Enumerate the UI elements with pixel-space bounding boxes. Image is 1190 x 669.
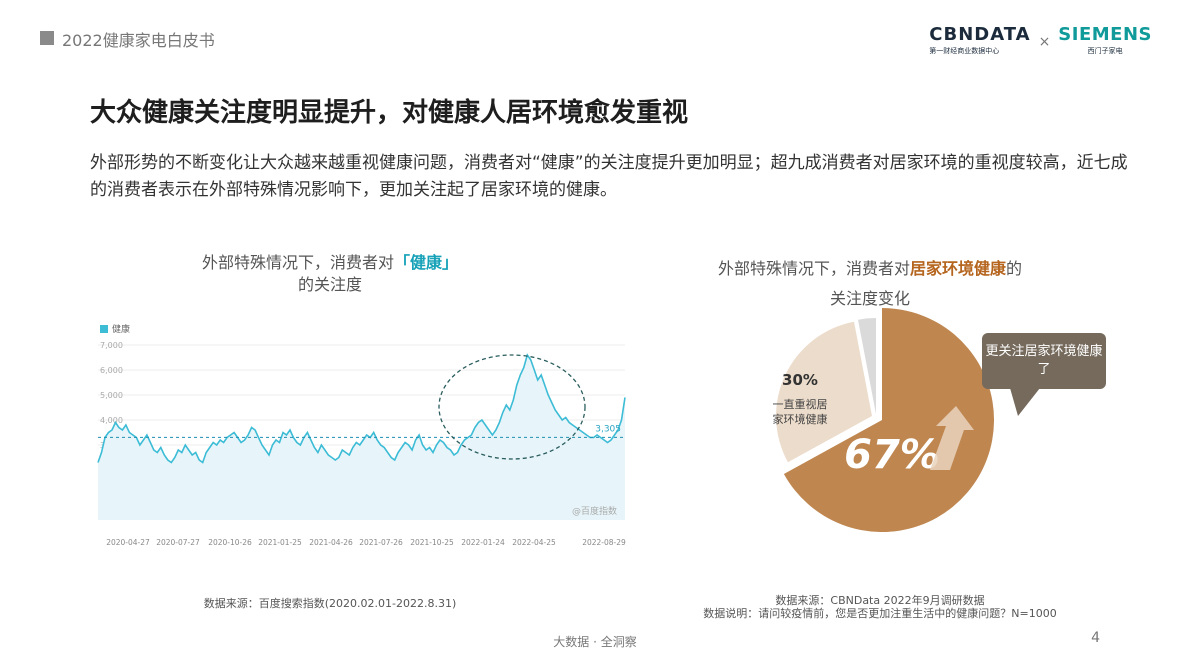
x-tick-label: 2022-01-24 <box>461 538 505 547</box>
callout-box: 更关注居家环境健康了 <box>982 333 1106 389</box>
header-square-icon <box>40 31 54 45</box>
left-chart-source: 数据来源：百度搜索指数(2020.02.01-2022.8.31) <box>203 597 457 610</box>
right-chart-source: 数据来源：CBNData 2022年9月调研数据 数据说明：请问较疫情前，您是否… <box>660 594 1100 620</box>
siemens-logo-subtext: 西门子家电 <box>1087 47 1123 55</box>
pie-slice-2 <box>776 321 872 463</box>
x-tick-label: 2021-01-25 <box>258 538 302 547</box>
average-label: 3,305 <box>595 424 621 434</box>
brand-logos: CBNDATA 第一财经商业数据中心 × SIEMENS 西门子家电 <box>929 24 1152 56</box>
report-title: 2022健康家电白皮书 <box>62 31 215 50</box>
logo-separator: × <box>1038 34 1051 50</box>
right-chart-title-line2: 关注度变化 <box>829 289 910 308</box>
cbndata-logo: CBNDATA 第一财经商业数据中心 <box>929 24 1030 56</box>
x-tick-label: 2020-04-27 <box>106 538 150 547</box>
cbndata-logo-subtext: 第一财经商业数据中心 <box>929 47 1000 55</box>
y-tick-label: 7,000 <box>100 341 123 350</box>
page-number: 4 <box>1091 630 1100 646</box>
cbndata-logo-text: CBNDATA <box>929 24 1031 45</box>
left-chart-title-highlight: 「健康」 <box>394 253 459 272</box>
x-tick-label: 2021-07-26 <box>359 538 403 547</box>
siemens-logo-text: SIEMENS <box>1058 24 1152 45</box>
baidu-watermark: @百度指数 <box>572 505 617 517</box>
page-title: 大众健康关注度明显提升，对健康人居环境愈发重视 <box>90 98 689 128</box>
left-chart-title-prefix: 外部特殊情况下，消费者对 <box>201 253 394 272</box>
x-tick-label: 2020-10-26 <box>208 538 252 547</box>
arrow-up-icon <box>930 406 974 470</box>
legend-swatch <box>100 325 108 333</box>
series-line-jiankang <box>97 353 626 464</box>
x-tick-label: 2020-07-27 <box>156 538 200 547</box>
right-chart-title: 外部特殊情况下，消费者对居家环境健康的 关注度变化 <box>680 254 1060 314</box>
pie-slice-1 <box>783 308 995 532</box>
y-tick-label: 6,000 <box>100 366 123 375</box>
left-chart-title: 外部特殊情况下，消费者对「健康」 的关注度 <box>150 252 510 296</box>
x-tick-label: 2022-08-29 <box>582 538 626 547</box>
right-chart-source-line1: 数据来源：CBNData 2022年9月调研数据 <box>775 594 985 607</box>
legend-label: 健康 <box>112 323 130 335</box>
x-tick-label: 2021-10-25 <box>410 538 454 547</box>
y-tick-label: 4,000 <box>100 416 123 425</box>
baidu-index-line-chart: 健康1,0002,0003,0004,0005,0006,0007,0003,3… <box>97 323 626 547</box>
callout-tail <box>1010 388 1040 416</box>
pie-label-second-text-line2: 家环境健康 <box>773 412 828 426</box>
siemens-logo: SIEMENS 西门子家电 <box>1058 24 1152 56</box>
series-area <box>98 355 625 520</box>
pie-label-second-text-line1: 一直重视居 <box>773 397 828 411</box>
right-chart-title-prefix: 外部特殊情况下，消费者对 <box>717 259 910 278</box>
left-chart-title-suffix: 的关注度 <box>297 275 362 294</box>
page-subtitle: 外部形势的不断变化让大众越来越重视健康问题，消费者对“健康”的关注度提升更加明显… <box>90 153 1128 200</box>
pie-label-second-value: 30% <box>782 371 818 389</box>
peak-highlight-ellipse <box>438 354 586 460</box>
footer-tagline: 大数据 · 全洞察 <box>553 635 637 649</box>
right-chart-source-line2: 数据说明：请问较疫情前，您是否更加注重生活中的健康问题？N=1000 <box>703 607 1057 620</box>
y-tick-label: 5,000 <box>100 391 123 400</box>
x-tick-label: 2021-04-26 <box>309 538 353 547</box>
x-tick-label: 2022-04-25 <box>512 538 556 547</box>
pie-label-main: 67% <box>844 432 940 478</box>
right-chart-title-highlight: 居家环境健康 <box>909 259 1006 278</box>
pie-slice-3 <box>858 318 876 414</box>
right-chart-title-suffix: 的 <box>1006 259 1023 278</box>
